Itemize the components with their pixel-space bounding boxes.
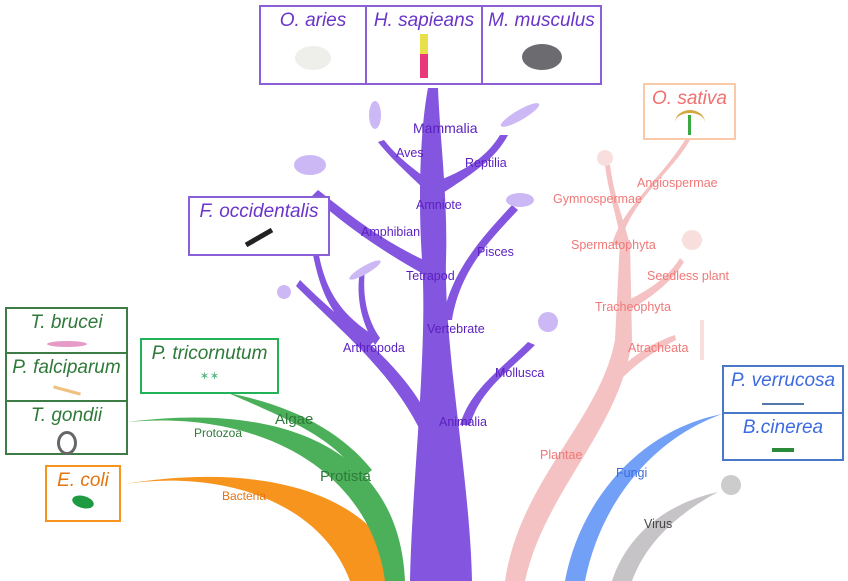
label-amniote: Amniote [416,198,462,212]
label-tetrapod: Tetrapod [406,269,455,283]
lizard-icon [500,103,540,127]
species-box-h-sapiens[interactable]: H. sapieans [365,5,483,85]
fungus-icon [762,397,804,405]
label-amphibian: Amphibian [361,225,420,239]
branch-mollusca [460,342,535,425]
label-atracheata: Atracheata [628,341,689,355]
label-arthropoda: Arthropoda [343,341,405,355]
species-box-o-aries[interactable]: O. aries [259,5,367,85]
virus-icon [721,475,741,495]
species-name: O. aries [279,10,347,31]
branch-gymnospermae [605,165,630,245]
label-vertebrate: Vertebrate [427,322,485,336]
species-box-m-musculus[interactable]: M. musculus [481,5,602,85]
plant-silhouettes [597,150,704,360]
branch-aves [378,140,435,195]
label-fungi: Fungi [616,466,647,480]
label-mammalia: Mammalia [413,120,478,136]
fish-icon [506,193,534,207]
label-angiospermae: Angiospermae [637,176,718,190]
octopus-icon [538,312,558,332]
trypanosome-icon [46,341,87,347]
fungus-icon [772,448,794,452]
species-box-p-verrucosa[interactable]: P. verrucosa [722,365,844,414]
branch-angiospermae [612,140,690,245]
plasmodium-icon [52,385,81,396]
human-icon [420,34,428,78]
branch-reptilia [440,135,508,195]
centipede-icon [349,260,381,280]
species-box-b-cinerea[interactable]: B.cinerea [722,412,844,461]
label-reptilia: Reptilia [465,156,507,170]
species-name: P. falciparum [12,357,121,378]
species-name: O. sativa [652,88,727,109]
toxoplasma-icon [56,431,77,455]
label-aves: Aves [396,146,424,160]
species-box-p-tricornutum[interactable]: P. tricornutum ✶✶ [140,338,279,394]
branch-animalia-trunk [410,88,472,581]
thrips-icon [244,227,274,248]
label-animalia: Animalia [439,415,487,429]
diatom-icon: ✶✶ [199,369,220,383]
species-box-e-coli[interactable]: E. coli [45,465,121,522]
label-protozoa: Protozoa [194,426,242,440]
label-protista: Protista [320,468,372,485]
label-spermatophyta: Spermatophyta [571,238,656,252]
branch-atracheata [618,335,676,380]
species-name: F. occidentalis [199,201,319,222]
species-name: B.cinerea [742,417,824,438]
species-box-t-gondii[interactable]: T. gondii [5,400,128,455]
branch-amphibian [312,190,428,275]
spider-icon [277,285,291,299]
frog-icon [294,155,326,175]
sheep-icon [295,46,331,70]
species-name: P. verrucosa [730,370,836,391]
species-name: P. tricornutum [151,343,268,364]
branch-pisces [442,205,518,320]
label-gymnospermae: Gymnospermae [553,192,642,206]
branch-virus [612,492,718,581]
branch-plantae [505,240,632,581]
branch-protista [128,417,405,581]
bird-icon [369,101,381,129]
branch-seedless [628,258,684,310]
species-name: T. brucei [30,312,103,333]
species-box-o-sativa[interactable]: O. sativa [643,83,736,140]
branch-bacteria [125,476,405,581]
species-name: T. gondii [30,405,103,426]
label-seedless-plant: Seedless plant [647,269,730,283]
branch-arthropoda [296,280,430,430]
species-name: M. musculus [488,10,595,31]
label-bacteria: Bacteria [222,489,266,503]
rice-icon [674,110,705,135]
species-box-t-brucei[interactable]: T. brucei [5,307,128,354]
branch-arthropoda-3 [358,270,380,345]
branch-fungi [565,414,722,581]
label-virus: Virus [644,517,672,531]
species-name: H. sapieans [373,10,475,31]
branch-algae [228,393,372,480]
animal-silhouettes [277,101,558,332]
mouse-icon [521,44,562,70]
label-plantae: Plantae [540,448,582,462]
label-mollusca: Mollusca [495,366,544,380]
label-algae: Algae [275,411,313,428]
species-box-f-occidentalis[interactable]: F. occidentalis [188,196,330,256]
species-name: E. coli [57,470,109,491]
label-tracheophyta: Tracheophyta [595,300,671,314]
species-box-p-falciparum[interactable]: P. falciparum [5,352,128,402]
bacterium-icon [70,493,96,511]
label-pisces: Pisces [477,245,514,259]
